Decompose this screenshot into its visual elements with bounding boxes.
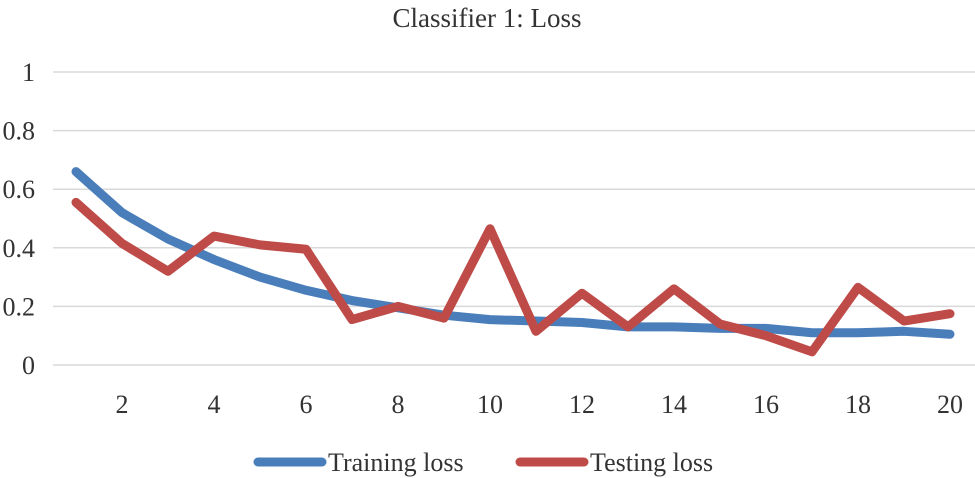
chart-title: Classifier 1: Loss [393,3,582,33]
x-tick-label: 8 [392,390,405,419]
x-tick-label: 6 [300,390,313,419]
y-axis-ticks: 0 0.2 0.4 0.6 0.8 1 [3,58,36,380]
y-tick-label: 0.8 [3,117,36,146]
y-tick-label: 0.2 [3,292,36,321]
legend-label-1: Testing loss [590,448,713,477]
x-axis-ticks: 2 4 6 8 10 12 14 16 18 20 [116,390,964,419]
x-tick-label: 2 [116,390,129,419]
x-tick-label: 20 [937,390,963,419]
x-tick-label: 4 [208,390,221,419]
y-tick-label: 0.4 [3,234,36,263]
x-tick-label: 16 [753,390,779,419]
series-line-testing-loss [71,197,955,357]
series-line-training-loss [71,167,955,339]
x-tick-label: 14 [661,390,687,419]
x-tick-label: 12 [569,390,595,419]
legend: Training loss Testing loss [253,448,713,477]
y-tick-label: 0.6 [3,175,36,204]
y-tick-label: 0 [22,351,35,380]
x-tick-label: 18 [845,390,871,419]
gridlines [53,71,975,366]
y-tick-label: 1 [22,58,35,87]
series-lines [71,167,955,357]
x-tick-label: 10 [477,390,503,419]
legend-label-0: Training loss [328,448,464,477]
